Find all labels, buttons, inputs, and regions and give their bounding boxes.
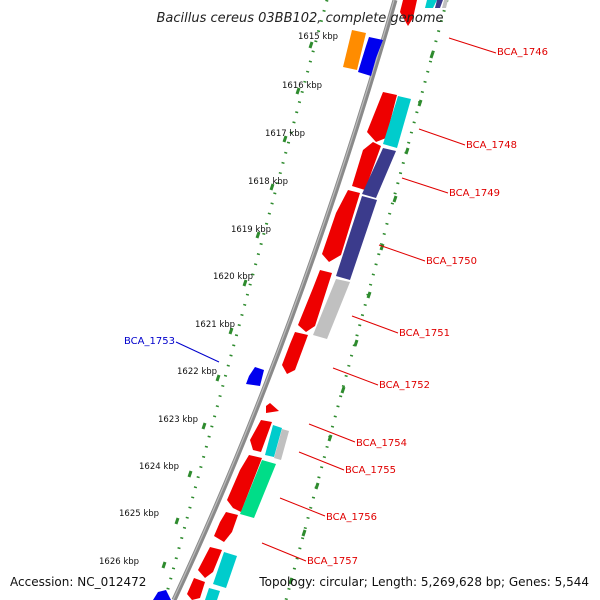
leader-lines	[261, 37, 497, 562]
scale-label-1617: 1617 kbp	[265, 129, 305, 139]
scale-ticks	[161, 41, 435, 585]
reverse-strand-features	[153, 30, 383, 600]
feature-red-bottom	[187, 578, 205, 600]
feature-green-1756	[240, 460, 276, 518]
feature-slate-top	[435, 0, 443, 8]
feature-cyan-1748	[383, 96, 411, 148]
gene-label-bca-1753: BCA_1753	[124, 336, 175, 347]
scale-label-1619: 1619 kbp	[231, 225, 271, 235]
scale-label-1618: 1618 kbp	[248, 177, 288, 187]
gene-label-bca-1756: BCA_1756	[326, 512, 377, 523]
scale-label-1621: 1621 kbp	[195, 320, 235, 330]
feature-red-1755	[227, 455, 262, 512]
feature-orange	[343, 30, 366, 70]
gene-label-bca-1752: BCA_1752	[379, 380, 430, 391]
gene-label-bca-1749: BCA_1749	[449, 188, 500, 199]
feature-red-1752	[282, 332, 308, 374]
feature-cyan-top	[425, 0, 437, 8]
scale-label-1615: 1615 kbp	[298, 32, 338, 42]
genome-backbone	[171, 0, 398, 600]
feature-blue-upper	[358, 37, 383, 76]
topology-text: Topology: circular; Length: 5,269,628 bp…	[259, 575, 589, 589]
gene-label-bca-1746: BCA_1746	[497, 47, 548, 58]
backbone-highlight	[172, 0, 395, 600]
feature-blue-bottom	[153, 590, 171, 600]
feature-red-1748	[367, 92, 397, 142]
feature-red-1754	[250, 420, 272, 452]
scale-label-1623: 1623 kbp	[158, 415, 198, 425]
feature-red-1756	[214, 512, 238, 542]
forward-strand-features	[187, 0, 448, 600]
feature-red-1754-small	[266, 403, 279, 413]
feature-bca-1753	[246, 367, 264, 386]
scale-label-1626: 1626 kbp	[99, 557, 139, 567]
feature-red-top	[400, 0, 417, 26]
feature-grey-1754	[274, 429, 289, 460]
gene-label-bca-1748: BCA_1748	[466, 140, 517, 151]
feature-slate-1750	[336, 196, 377, 280]
feature-cyan-1754	[265, 425, 282, 457]
scale-label-1620: 1620 kbp	[213, 272, 253, 282]
feature-red-1751	[298, 270, 332, 332]
map-title: Bacillus cereus 03BB102, complete genome	[156, 11, 443, 26]
accession-text: Accession: NC_012472	[10, 575, 147, 589]
scale-label-1625: 1625 kbp	[119, 509, 159, 519]
gene-label-bca-1754: BCA_1754	[356, 438, 407, 449]
scale-label-1624: 1624 kbp	[139, 462, 179, 472]
gene-label-bca-1751: BCA_1751	[399, 328, 450, 339]
gene-label-bca-1755: BCA_1755	[345, 465, 396, 476]
feature-cyan-bottom	[205, 588, 220, 600]
scale-label-1622: 1622 kbp	[177, 367, 217, 377]
feature-grey-1751	[313, 279, 350, 339]
scale-label-1616: 1616 kbp	[282, 81, 322, 91]
feature-red-1757	[198, 547, 222, 578]
feature-cyan-1757	[213, 552, 237, 588]
gene-label-bca-1750: BCA_1750	[426, 256, 477, 267]
feature-red-1749	[352, 142, 381, 190]
feature-slate-1749	[362, 148, 396, 198]
feature-red-1750	[322, 190, 360, 262]
gene-label-bca-1757: BCA_1757	[307, 556, 358, 567]
feature-grey-top	[442, 0, 448, 8]
leader-line-bca-1753	[175, 341, 220, 363]
